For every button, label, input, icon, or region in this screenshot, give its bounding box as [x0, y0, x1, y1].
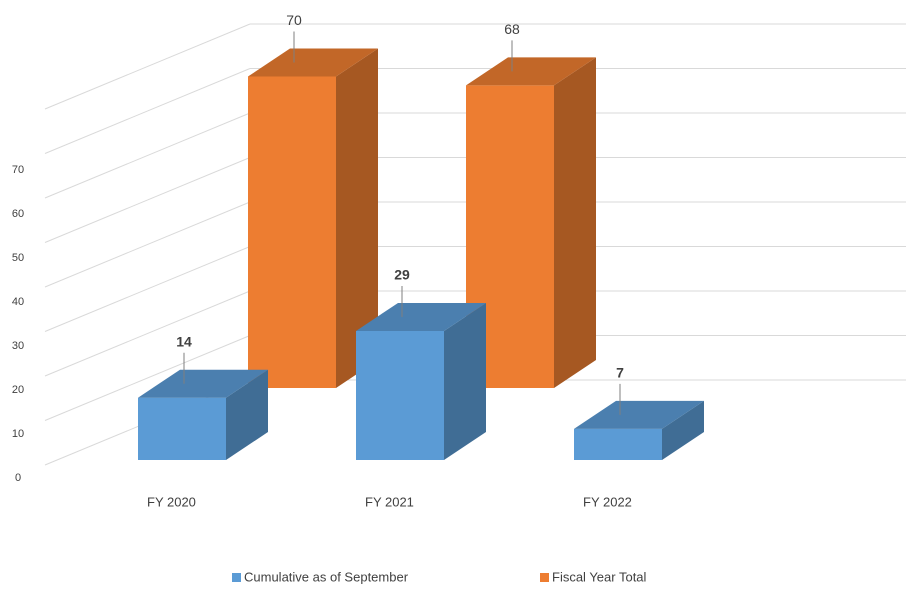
bar-front: [356, 330, 444, 460]
grid-line: [44, 68, 251, 154]
grid-line: [44, 335, 251, 421]
grid-line: [44, 246, 251, 332]
bar-front: [574, 428, 662, 460]
bar-side: [662, 400, 704, 460]
y-tick-label: 70: [12, 164, 24, 176]
grid-line: [44, 112, 251, 199]
bar-top: [138, 369, 268, 398]
y-tick-label: 10: [12, 428, 24, 440]
grid-line: [44, 201, 251, 288]
bar-top: [574, 400, 704, 429]
y-tick-label: 0: [15, 472, 21, 484]
bar-side: [336, 48, 378, 388]
legend-swatch: [540, 573, 549, 582]
bar-top: [356, 302, 486, 331]
bar-top: [466, 57, 596, 86]
legend-label: Cumulative as of September: [244, 569, 409, 584]
y-tick-label: 60: [12, 208, 24, 220]
value-label: 70: [286, 12, 302, 28]
value-label: 7: [616, 365, 624, 381]
x-tick-label: FY 2021: [365, 494, 414, 509]
x-tick-label: FY 2020: [147, 494, 196, 509]
bar-front: [248, 76, 336, 388]
y-tick-label: 30: [12, 340, 24, 352]
x-tick-label: FY 2022: [583, 494, 632, 509]
grid-line: [44, 157, 251, 243]
grid-line: [44, 290, 251, 377]
value-label: 14: [176, 333, 192, 349]
y-tick-label: 50: [12, 252, 24, 264]
value-label: 29: [394, 267, 410, 283]
bar-side: [444, 302, 486, 460]
legend-swatch: [232, 573, 241, 582]
legend-label: Fiscal Year Total: [552, 569, 647, 584]
bar-front: [138, 397, 226, 460]
bar-top: [248, 48, 378, 77]
bar-side: [554, 57, 596, 389]
y-tick-label: 20: [12, 384, 24, 396]
y-tick-label: 40: [12, 296, 24, 308]
value-label: 68: [504, 21, 520, 37]
grid-line: [44, 23, 251, 110]
bar-side: [226, 369, 268, 460]
